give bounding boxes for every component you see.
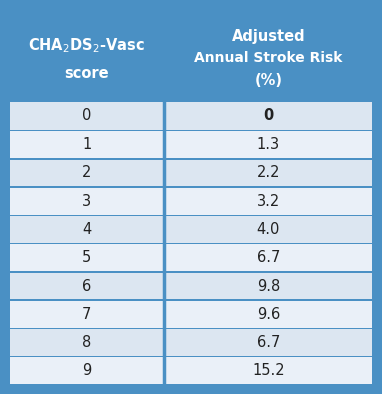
Bar [164, 244, 372, 271]
Bar [10, 131, 164, 158]
Bar [164, 216, 372, 243]
Text: Adjusted: Adjusted [231, 28, 305, 43]
Bar [10, 357, 164, 384]
Bar [164, 188, 372, 215]
Bar [164, 273, 372, 299]
Bar [164, 357, 372, 384]
Bar [164, 301, 372, 328]
Text: 15.2: 15.2 [252, 363, 285, 378]
Text: (%): (%) [254, 73, 282, 88]
Bar [10, 329, 164, 356]
Text: 2.2: 2.2 [257, 165, 280, 180]
Text: 9: 9 [82, 363, 92, 378]
Text: 0: 0 [82, 108, 92, 123]
Text: 6.7: 6.7 [257, 250, 280, 265]
Text: 4: 4 [82, 222, 92, 237]
Text: 8: 8 [82, 335, 92, 350]
Text: 5: 5 [82, 250, 92, 265]
Text: Annual Stroke Risk: Annual Stroke Risk [194, 51, 343, 65]
Bar [10, 10, 372, 102]
Text: 1.3: 1.3 [257, 137, 280, 152]
Bar [10, 301, 164, 328]
Bar [164, 131, 372, 158]
Text: 6.7: 6.7 [257, 335, 280, 350]
Bar [10, 188, 164, 215]
Bar [10, 244, 164, 271]
Bar [164, 329, 372, 356]
Text: 3: 3 [83, 194, 91, 209]
Text: score: score [65, 66, 109, 81]
Bar [10, 102, 164, 130]
Bar [10, 160, 164, 186]
Text: 3.2: 3.2 [257, 194, 280, 209]
Text: 9.6: 9.6 [257, 307, 280, 322]
Text: 9.8: 9.8 [257, 279, 280, 294]
Text: CHA$_2$DS$_2$-Vasc: CHA$_2$DS$_2$-Vasc [29, 37, 145, 55]
Text: 0: 0 [263, 108, 274, 123]
Text: 7: 7 [82, 307, 92, 322]
Bar [164, 102, 372, 130]
Text: 6: 6 [82, 279, 92, 294]
Bar [10, 216, 164, 243]
Text: 1: 1 [82, 137, 92, 152]
Text: 4.0: 4.0 [257, 222, 280, 237]
Bar [10, 273, 164, 299]
Bar [164, 160, 372, 186]
Text: 2: 2 [82, 165, 92, 180]
